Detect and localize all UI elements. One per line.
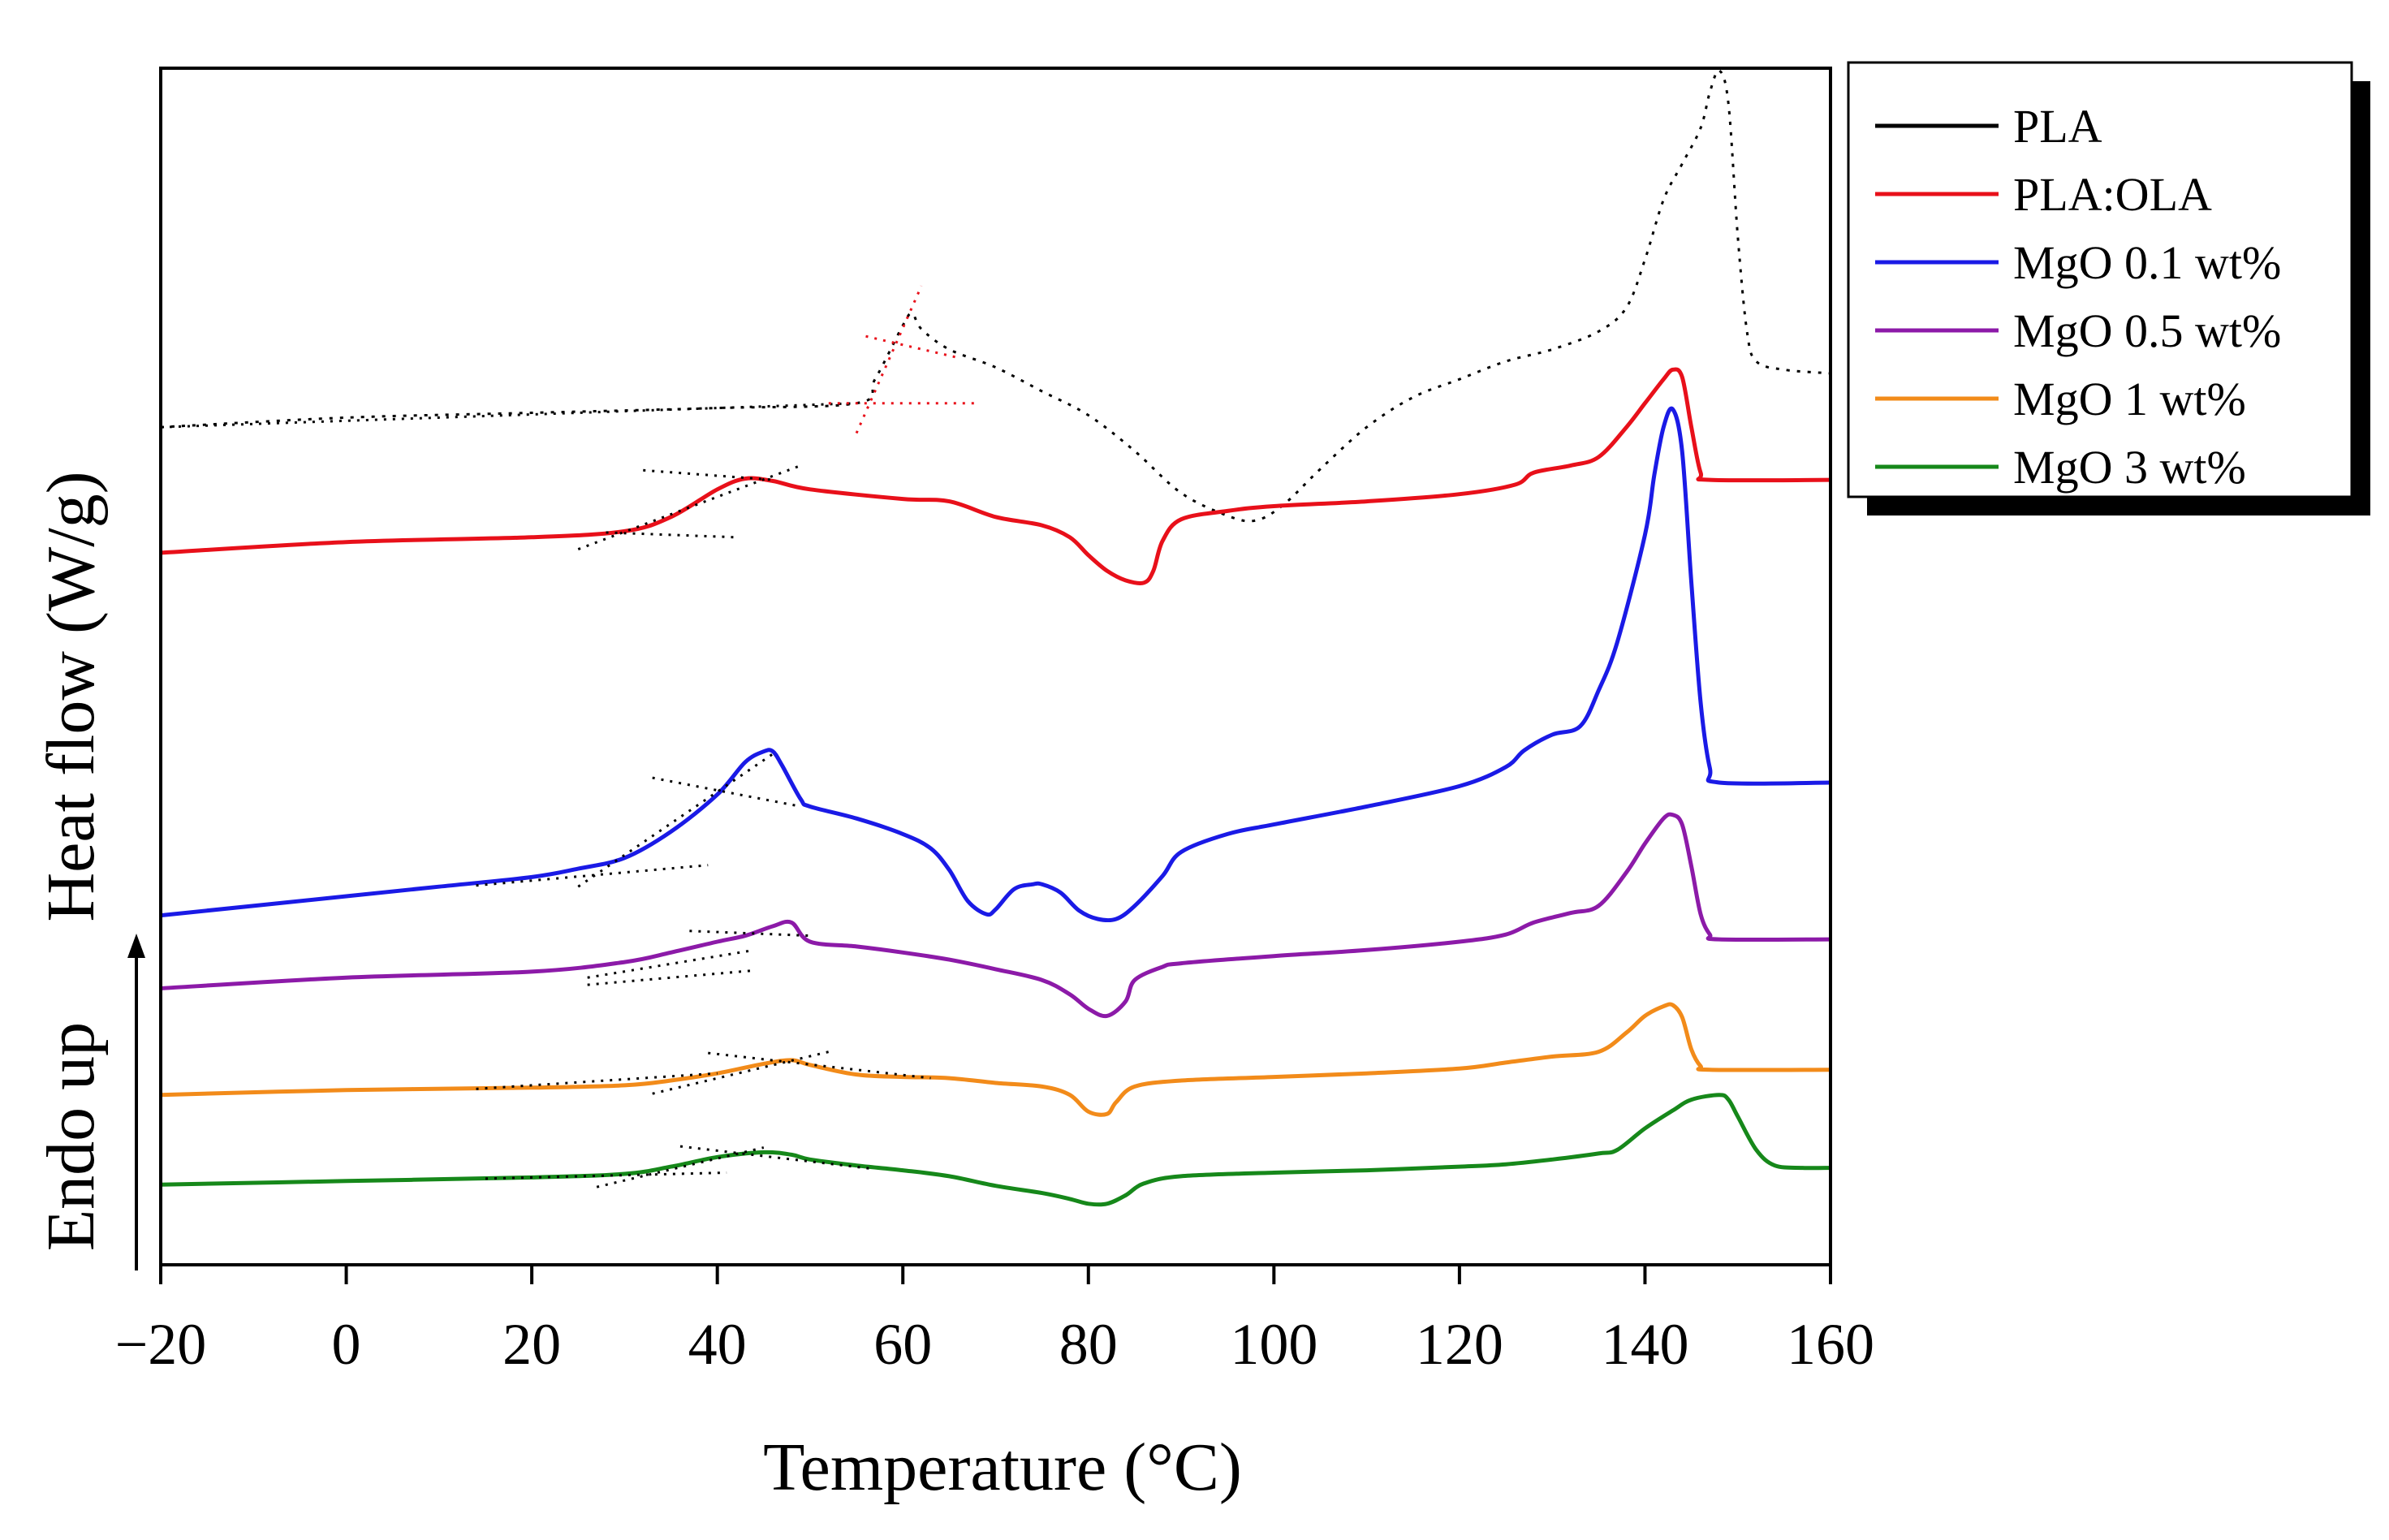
tangent-line-16 <box>708 1051 931 1080</box>
x-tick-label: −20 <box>115 1312 207 1377</box>
x-axis-title: Temperature (°C) <box>763 1430 1242 1505</box>
endo-up-arrowhead <box>127 934 145 958</box>
legend-items: PLA PLA:OLA MgO 0.1 wt% MgO 0.5 wt% MgO 1 wt… <box>1875 100 2281 494</box>
tangent-line-5 <box>577 464 802 550</box>
tangent-line-10 <box>652 776 801 808</box>
x-tick-label: 20 <box>502 1312 561 1377</box>
tangent-line-18 <box>596 1146 765 1188</box>
tangent-line-8 <box>476 864 709 887</box>
x-tick-label: 80 <box>1059 1312 1118 1377</box>
series-line-mgo-0-5-wt <box>160 812 1831 1019</box>
x-tick-label: 140 <box>1601 1312 1688 1377</box>
tangent-line-13 <box>689 930 811 938</box>
x-axis-ticks: −20 0 20 40 60 80 100 120 140 160 <box>115 1265 1874 1377</box>
tangent-line-7 <box>643 468 774 481</box>
series-layer <box>160 69 1831 1207</box>
legend-label-pla: PLA <box>2013 100 2102 153</box>
y-axis-secondary-label: Endo up <box>33 1022 109 1251</box>
x-tick-label: 60 <box>873 1312 932 1377</box>
series-line-mgo-1-wt <box>160 1002 1831 1117</box>
tangent-lines <box>160 285 977 1188</box>
legend-label-mgo-3-wt: MgO 3 wt% <box>2013 441 2246 494</box>
y-axis-title: Heat flow (W/g) <box>33 471 109 921</box>
legend-label-pla-ola: PLA:OLA <box>2013 168 2212 221</box>
plot-frame <box>159 67 1832 1266</box>
x-tick-label: 40 <box>688 1312 747 1377</box>
legend-label-mgo-0-5-wt: MgO 0.5 wt% <box>2013 304 2281 357</box>
tangent-line-12 <box>587 968 755 986</box>
series-line-pla-ola <box>160 367 1831 586</box>
tangent-line-15 <box>652 1050 830 1095</box>
legend: PLA PLA:OLA MgO 0.1 wt% MgO 0.5 wt% MgO 1 wt… <box>1847 61 2370 515</box>
series-line-mgo-0-1-wt <box>160 406 1831 923</box>
tangent-line-6 <box>606 531 736 539</box>
x-tick-label: 0 <box>332 1312 361 1377</box>
tangent-line-9 <box>577 753 774 888</box>
x-tick-label: 120 <box>1416 1312 1503 1377</box>
legend-label-mgo-1-wt: MgO 1 wt% <box>2013 373 2246 425</box>
tangent-line-11 <box>587 948 755 979</box>
x-tick-label: 160 <box>1787 1312 1874 1377</box>
legend-box <box>1847 61 2353 498</box>
legend-label-mgo-0-1-wt: MgO 0.1 wt% <box>2013 236 2281 289</box>
series-line-mgo-3-wt <box>160 1093 1831 1207</box>
x-tick-label: 100 <box>1230 1312 1317 1377</box>
tangent-line-3 <box>855 285 923 434</box>
